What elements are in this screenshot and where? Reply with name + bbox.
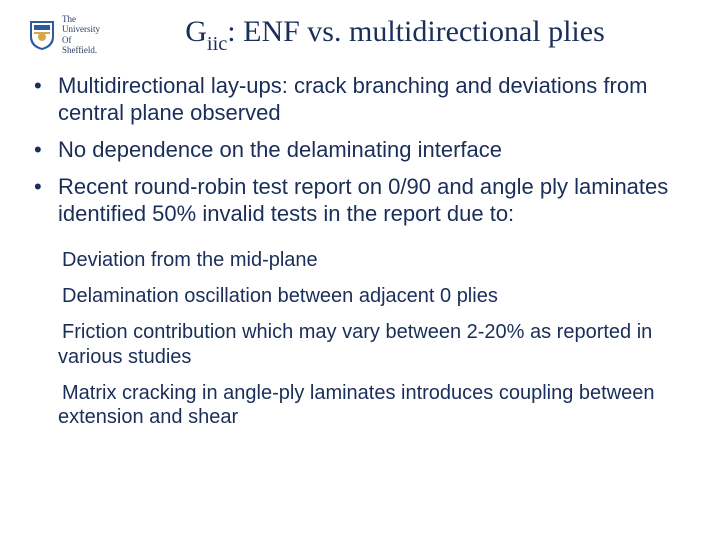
title-prefix: G bbox=[185, 15, 207, 48]
sub-text: Matrix cracking in angle-ply laminates i… bbox=[58, 382, 655, 428]
sub-bullet-block: Deviation from the mid-plane Delaminatio… bbox=[28, 248, 692, 430]
sub-item: Deviation from the mid-plane bbox=[58, 248, 682, 272]
uni-line4: Sheffield. bbox=[62, 45, 97, 55]
university-logo: The University Of Sheffield. bbox=[28, 14, 158, 55]
uni-line1: The bbox=[62, 14, 76, 24]
title-container: Giic: ENF vs. multidirectional plies bbox=[158, 15, 692, 54]
slide-title: Giic: ENF vs. multidirectional plies bbox=[185, 15, 605, 48]
bullet-text: Multidirectional lay-ups: crack branchin… bbox=[58, 73, 647, 125]
bullet-item: No dependence on the delaminating interf… bbox=[54, 137, 686, 164]
bullet-item: Recent round-robin test report on 0/90 a… bbox=[54, 174, 686, 228]
slide: The University Of Sheffield. Giic: ENF v… bbox=[0, 0, 720, 540]
sub-text: Deviation from the mid-plane bbox=[62, 249, 318, 271]
bullet-text: No dependence on the delaminating interf… bbox=[58, 137, 502, 162]
title-rest: : ENF vs. multidirectional plies bbox=[227, 15, 604, 48]
bullet-item: Multidirectional lay-ups: crack branchin… bbox=[54, 73, 686, 127]
sub-item: Friction contribution which may vary bet… bbox=[58, 320, 682, 369]
university-name: The University Of Sheffield. bbox=[62, 14, 100, 55]
slide-header: The University Of Sheffield. Giic: ENF v… bbox=[28, 14, 692, 55]
sub-text: Friction contribution which may vary bet… bbox=[58, 321, 652, 367]
sub-item: Delamination oscillation between adjacen… bbox=[58, 284, 682, 308]
uni-line3: Of bbox=[62, 35, 72, 45]
sub-text: Delamination oscillation between adjacen… bbox=[62, 285, 498, 307]
main-bullet-list: Multidirectional lay-ups: crack branchin… bbox=[28, 73, 692, 227]
bullet-text: Recent round-robin test report on 0/90 a… bbox=[58, 174, 668, 226]
crest-icon bbox=[28, 19, 56, 51]
title-subscript: iic bbox=[207, 33, 227, 55]
uni-line2: University bbox=[62, 24, 100, 34]
sub-item: Matrix cracking in angle-ply laminates i… bbox=[58, 381, 682, 430]
